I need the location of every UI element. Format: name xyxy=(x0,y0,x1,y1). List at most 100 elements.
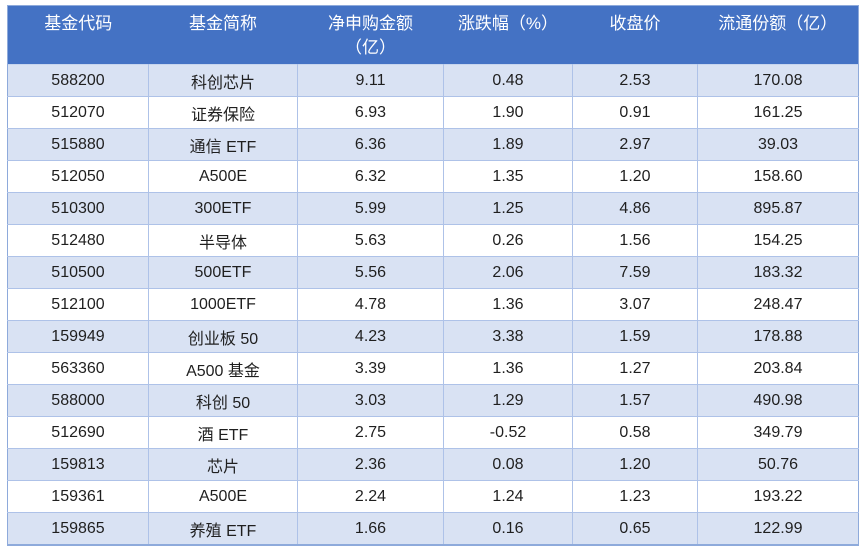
cell-fund-name: A500E xyxy=(148,160,298,193)
cell-change-pct: 1.35 xyxy=(443,160,573,193)
cell-fund-name: 科创芯片 xyxy=(148,64,298,97)
table-row: 512070 证券保险 6.93 1.90 0.91 161.25 xyxy=(7,96,859,129)
cell-close-price: 1.20 xyxy=(572,448,698,481)
cell-fund-name: 创业板 50 xyxy=(148,320,298,353)
cell-fund-code: 563360 xyxy=(7,352,149,385)
cell-close-price: 1.27 xyxy=(572,352,698,385)
column-header-close-price: 收盘价 xyxy=(572,5,698,65)
cell-float-shares: 158.60 xyxy=(697,160,859,193)
cell-change-pct: 1.25 xyxy=(443,192,573,225)
table-header: 基金代码 基金简称 净申购金额 （亿） 涨跌幅（%） 收盘价 流通份额（亿） xyxy=(7,5,859,65)
cell-change-pct: 0.26 xyxy=(443,224,573,257)
cell-close-price: 0.65 xyxy=(572,512,698,546)
cell-net-subscription: 5.99 xyxy=(297,192,444,225)
cell-fund-code: 512480 xyxy=(7,224,149,257)
cell-change-pct: 1.89 xyxy=(443,128,573,161)
cell-fund-name: A500E xyxy=(148,480,298,513)
table-row: 159813 芯片 2.36 0.08 1.20 50.76 xyxy=(7,448,859,481)
cell-fund-name: 证券保险 xyxy=(148,96,298,129)
cell-net-subscription: 6.93 xyxy=(297,96,444,129)
cell-fund-code: 159865 xyxy=(7,512,149,546)
cell-fund-code: 588000 xyxy=(7,384,149,417)
cell-net-subscription: 6.36 xyxy=(297,128,444,161)
column-header-fund-name: 基金简称 xyxy=(148,5,298,65)
cell-float-shares: 50.76 xyxy=(697,448,859,481)
cell-change-pct: 1.36 xyxy=(443,288,573,321)
cell-change-pct: 2.06 xyxy=(443,256,573,289)
table-row: 159949 创业板 50 4.23 3.38 1.59 178.88 xyxy=(7,320,859,353)
cell-fund-code: 512690 xyxy=(7,416,149,449)
column-header-net-subscription: 净申购金额 （亿） xyxy=(297,5,444,65)
cell-change-pct: 1.29 xyxy=(443,384,573,417)
table-row: 512100 1000ETF 4.78 1.36 3.07 248.47 xyxy=(7,288,859,321)
cell-fund-name: A500 基金 xyxy=(148,352,298,385)
cell-fund-code: 588200 xyxy=(7,64,149,97)
cell-change-pct: 3.38 xyxy=(443,320,573,353)
cell-change-pct: 0.16 xyxy=(443,512,573,546)
cell-close-price: 2.97 xyxy=(572,128,698,161)
header-row: 基金代码 基金简称 净申购金额 （亿） 涨跌幅（%） 收盘价 流通份额（亿） xyxy=(7,5,859,65)
cell-net-subscription: 4.23 xyxy=(297,320,444,353)
cell-fund-name: 300ETF xyxy=(148,192,298,225)
cell-fund-code: 515880 xyxy=(7,128,149,161)
cell-close-price: 7.59 xyxy=(572,256,698,289)
cell-net-subscription: 2.36 xyxy=(297,448,444,481)
cell-fund-code: 159949 xyxy=(7,320,149,353)
table-row: 510500 500ETF 5.56 2.06 7.59 183.32 xyxy=(7,256,859,289)
cell-fund-name: 酒 ETF xyxy=(148,416,298,449)
table-row: 588200 科创芯片 9.11 0.48 2.53 170.08 xyxy=(7,64,859,97)
cell-float-shares: 203.84 xyxy=(697,352,859,385)
table-row: 512050 A500E 6.32 1.35 1.20 158.60 xyxy=(7,160,859,193)
cell-float-shares: 161.25 xyxy=(697,96,859,129)
table-row: 515880 通信 ETF 6.36 1.89 2.97 39.03 xyxy=(7,128,859,161)
cell-fund-code: 512100 xyxy=(7,288,149,321)
cell-fund-code: 159813 xyxy=(7,448,149,481)
cell-fund-name: 1000ETF xyxy=(148,288,298,321)
cell-close-price: 3.07 xyxy=(572,288,698,321)
table-row: 159865 养殖 ETF 1.66 0.16 0.65 122.99 xyxy=(7,512,859,546)
cell-fund-name: 养殖 ETF xyxy=(148,512,298,546)
cell-close-price: 4.86 xyxy=(572,192,698,225)
table-body: 588200 科创芯片 9.11 0.48 2.53 170.08 512070 证券保险 6.… xyxy=(7,64,859,546)
cell-fund-code: 512070 xyxy=(7,96,149,129)
cell-float-shares: 895.87 xyxy=(697,192,859,225)
cell-net-subscription: 9.11 xyxy=(297,64,444,97)
cell-float-shares: 170.08 xyxy=(697,64,859,97)
table-row: 159361 A500E 2.24 1.24 1.23 193.22 xyxy=(7,480,859,513)
cell-net-subscription: 5.56 xyxy=(297,256,444,289)
cell-close-price: 2.53 xyxy=(572,64,698,97)
cell-fund-name: 500ETF xyxy=(148,256,298,289)
cell-float-shares: 349.79 xyxy=(697,416,859,449)
cell-fund-name: 芯片 xyxy=(148,448,298,481)
cell-net-subscription: 5.63 xyxy=(297,224,444,257)
table-row: 563360 A500 基金 3.39 1.36 1.27 203.84 xyxy=(7,352,859,385)
cell-float-shares: 193.22 xyxy=(697,480,859,513)
table-row: 512690 酒 ETF 2.75 -0.52 0.58 349.79 xyxy=(7,416,859,449)
cell-fund-name: 通信 ETF xyxy=(148,128,298,161)
cell-fund-code: 159361 xyxy=(7,480,149,513)
cell-float-shares: 248.47 xyxy=(697,288,859,321)
cell-fund-code: 512050 xyxy=(7,160,149,193)
cell-close-price: 1.23 xyxy=(572,480,698,513)
cell-fund-code: 510300 xyxy=(7,192,149,225)
cell-change-pct: 0.48 xyxy=(443,64,573,97)
cell-net-subscription: 2.75 xyxy=(297,416,444,449)
column-header-float-shares: 流通份额（亿） xyxy=(697,5,859,65)
cell-float-shares: 154.25 xyxy=(697,224,859,257)
cell-close-price: 1.56 xyxy=(572,224,698,257)
cell-close-price: 1.57 xyxy=(572,384,698,417)
cell-fund-name: 科创 50 xyxy=(148,384,298,417)
cell-float-shares: 122.99 xyxy=(697,512,859,546)
table-row: 512480 半导体 5.63 0.26 1.56 154.25 xyxy=(7,224,859,257)
cell-float-shares: 183.32 xyxy=(697,256,859,289)
cell-net-subscription: 2.24 xyxy=(297,480,444,513)
table-row: 588000 科创 50 3.03 1.29 1.57 490.98 xyxy=(7,384,859,417)
cell-float-shares: 490.98 xyxy=(697,384,859,417)
cell-net-subscription: 3.39 xyxy=(297,352,444,385)
cell-close-price: 1.59 xyxy=(572,320,698,353)
cell-change-pct: 1.24 xyxy=(443,480,573,513)
cell-change-pct: 1.90 xyxy=(443,96,573,129)
column-header-change-pct: 涨跌幅（%） xyxy=(443,5,573,65)
cell-close-price: 0.91 xyxy=(572,96,698,129)
